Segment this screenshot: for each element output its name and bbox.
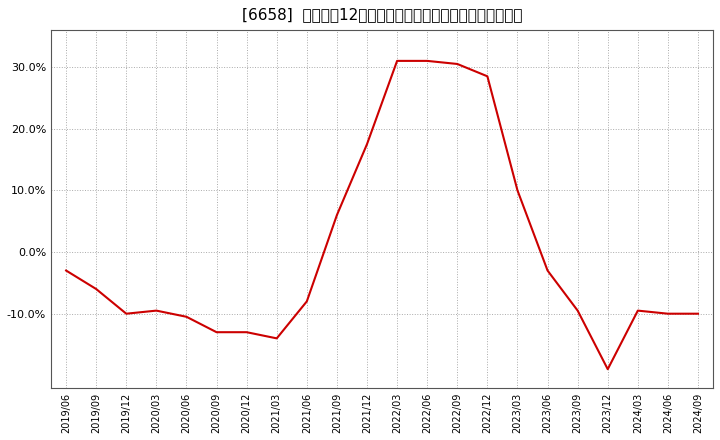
Title: [6658]  売上高の12か月移動合計の対前年同期増減率の推移: [6658] 売上高の12か月移動合計の対前年同期増減率の推移 [242,7,522,22]
